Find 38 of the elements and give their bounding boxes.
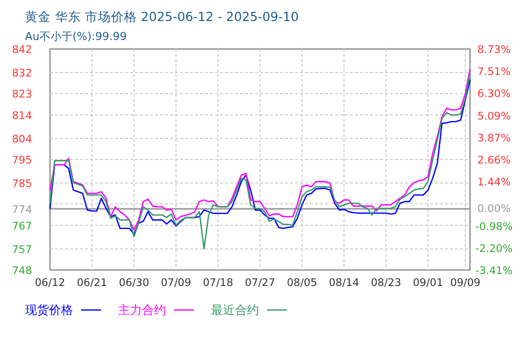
x-tick-label: 09/09 <box>450 277 480 289</box>
y2-tick-label: 8.73% <box>477 44 511 56</box>
y-tick-label: 748 <box>12 265 32 277</box>
legend-label: 最近合约 <box>211 303 259 317</box>
x-tick-label: 08/05 <box>286 277 318 289</box>
x-tick-label: 08/14 <box>328 277 360 289</box>
x-tick-label: 06/21 <box>76 277 108 289</box>
x-tick-label: 09/01 <box>412 277 444 289</box>
legend-label: 主力合约 <box>118 303 166 317</box>
x-tick-label: 07/27 <box>244 277 276 289</box>
legend-label: 现货价格 <box>25 303 73 317</box>
y2-tick-label: -3.41% <box>475 265 513 277</box>
y2-tick-label: 1.44% <box>477 176 511 189</box>
y-tick-label: 814 <box>12 110 32 122</box>
y-tick-label: 832 <box>12 68 32 80</box>
x-tick-label: 08/23 <box>370 277 402 289</box>
y2-tick-label: 2.66% <box>477 154 511 166</box>
y-tick-label: 823 <box>12 88 32 101</box>
x-tick-label: 06/12 <box>34 277 66 289</box>
y2-tick-label: 7.51% <box>477 66 511 78</box>
y-tick-label: 757 <box>12 244 32 256</box>
x-tick-label: 07/18 <box>202 277 234 289</box>
chart-subtitle: Au不小于(%):99.99 <box>25 30 127 43</box>
x-tick-label: 06/30 <box>118 277 150 289</box>
y2-tick-label: 5.09% <box>477 110 511 122</box>
y-tick-label: 785 <box>12 178 32 190</box>
y2-tick-label: -0.98% <box>475 220 513 233</box>
y2-tick-label: 3.87% <box>477 132 511 144</box>
chart-title: 黄金 华东 市场价格 2025-06-12 - 2025-09-10 <box>25 9 299 24</box>
y-tick-label: 804 <box>12 133 32 146</box>
x-tick-label: 07/09 <box>160 277 192 289</box>
y-tick-label: 795 <box>12 154 32 166</box>
y-tick-label: 774 <box>12 204 32 216</box>
y-tick-label: 842 <box>12 44 32 56</box>
y-tick-label: 767 <box>12 220 32 232</box>
y2-tick-label: 6.30% <box>477 88 511 100</box>
y2-tick-label: 0.00% <box>477 202 511 215</box>
y2-tick-label: -2.20% <box>475 242 513 255</box>
